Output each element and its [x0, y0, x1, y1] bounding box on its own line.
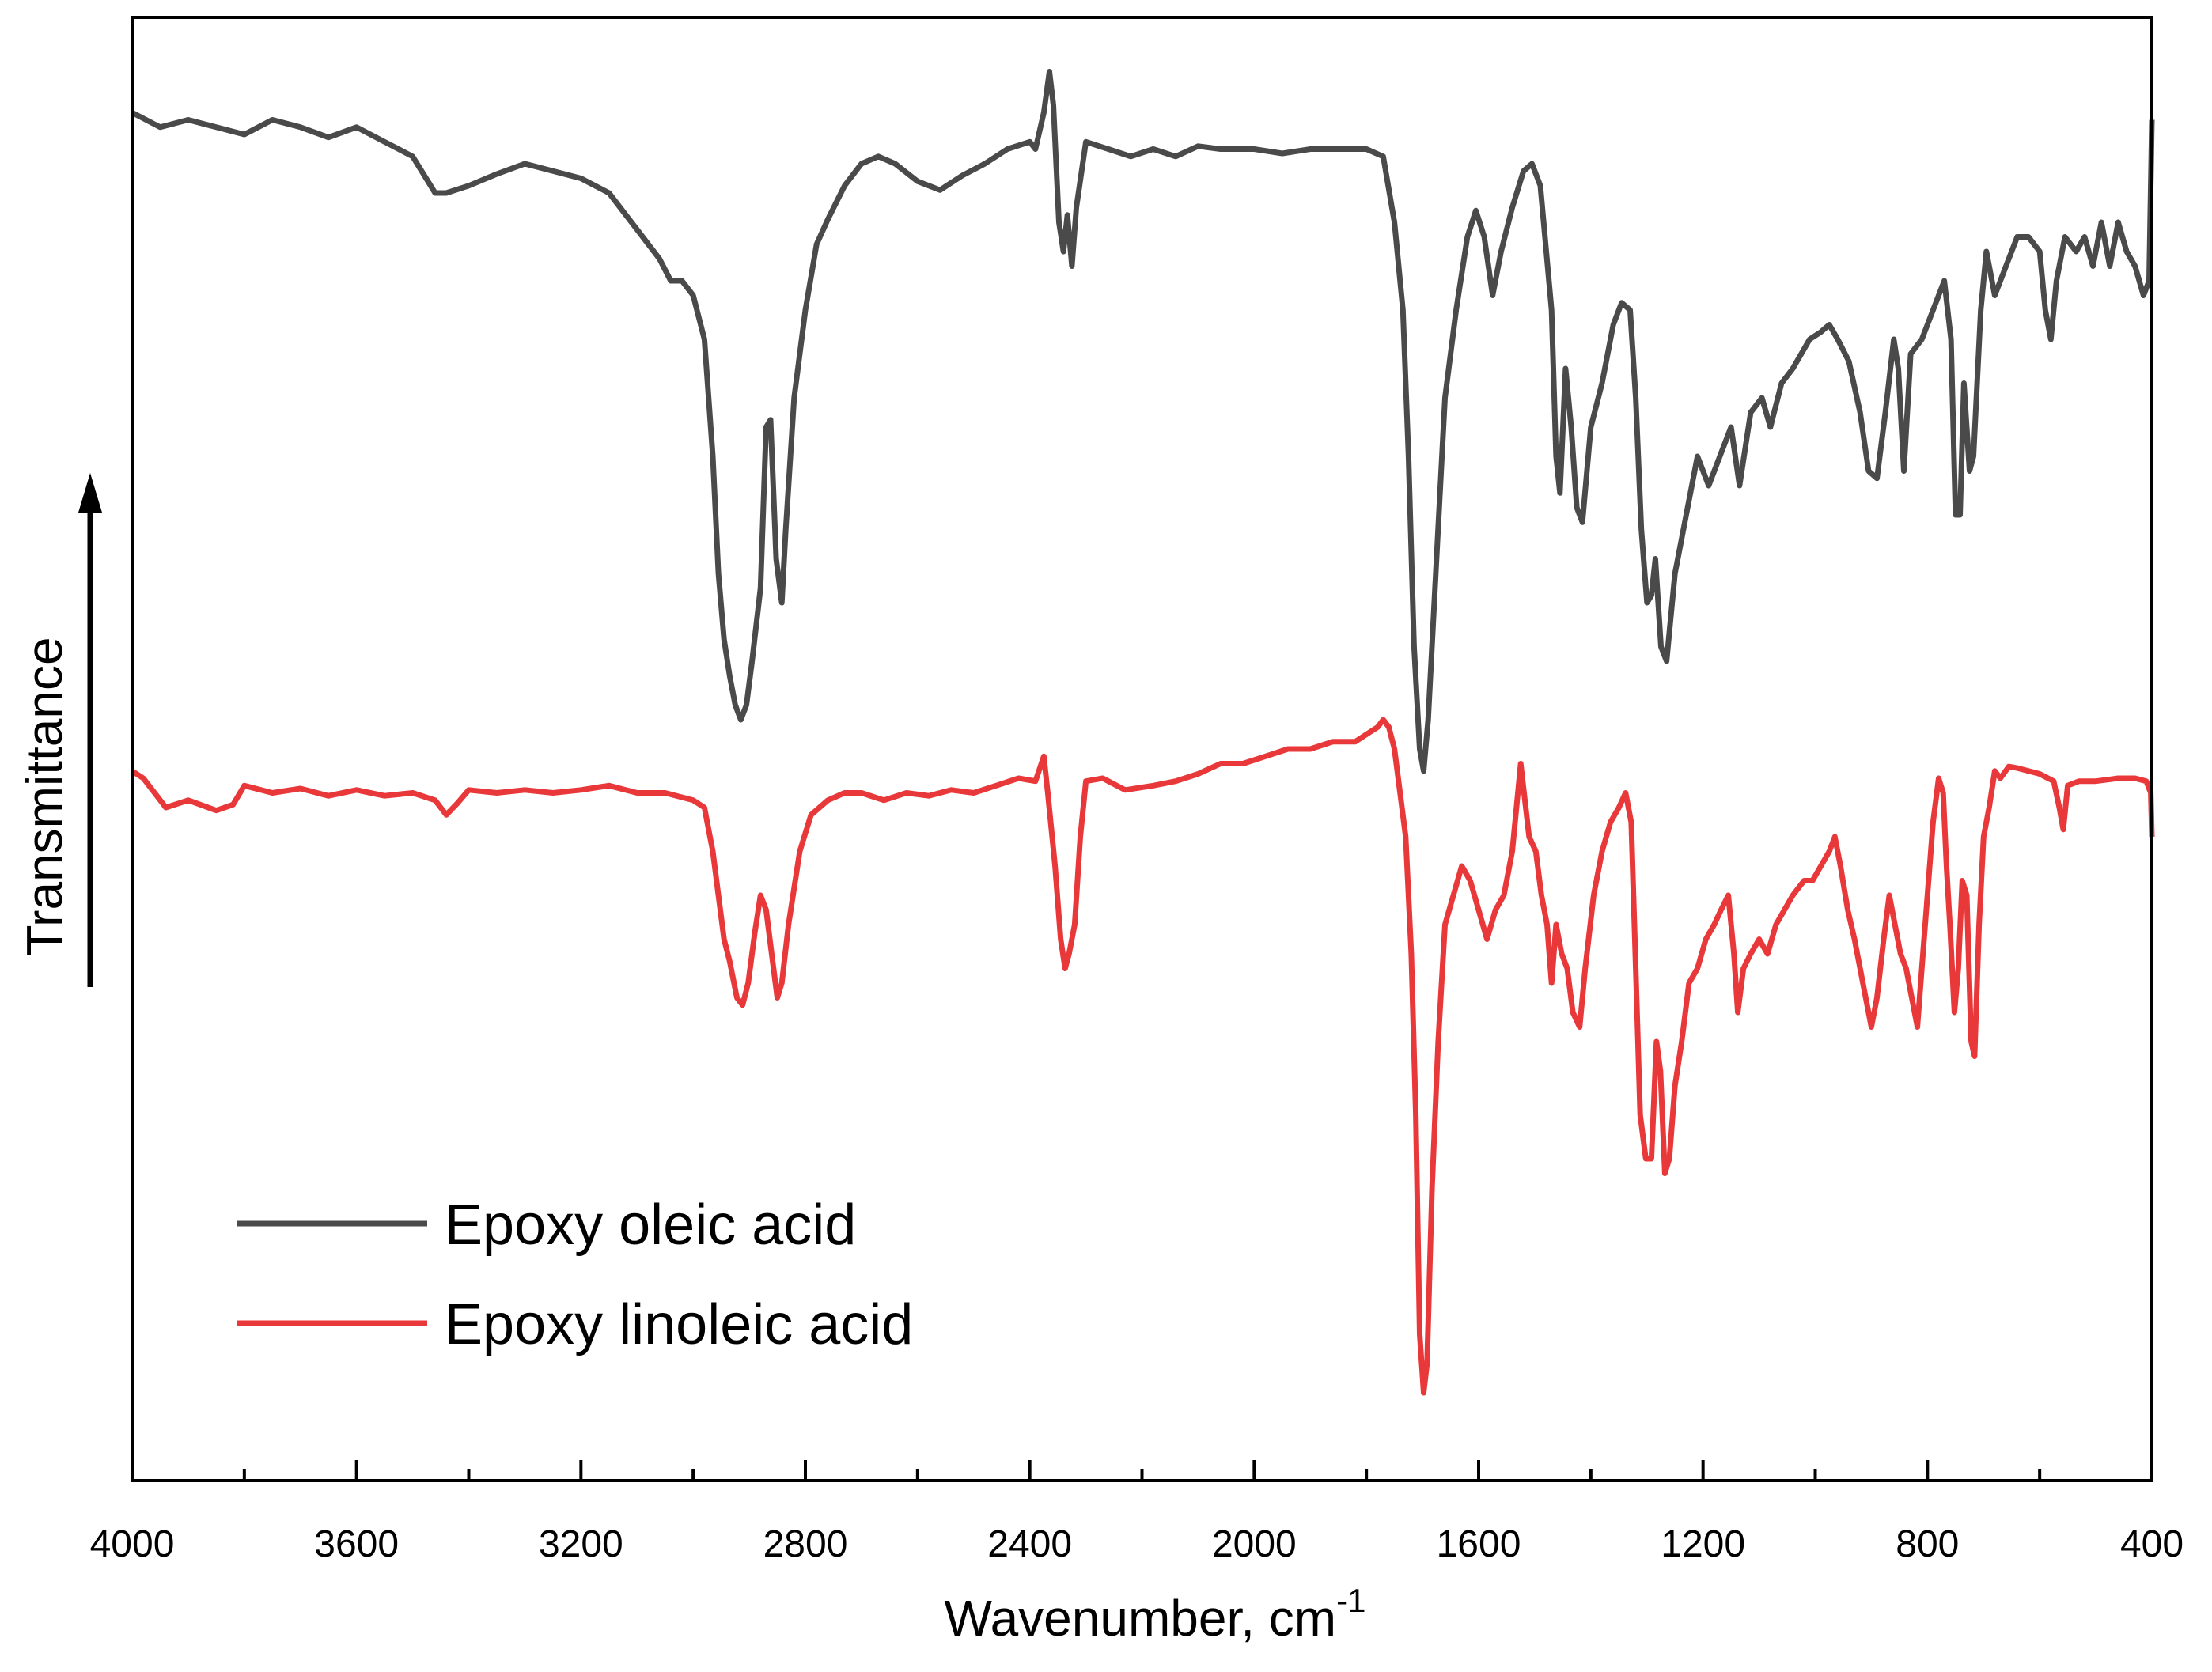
y-axis-title: Transmittance [16, 637, 73, 955]
x-axis-ticks [131, 1460, 2153, 1481]
x-tick-label: 2400 [987, 1523, 1072, 1565]
x-tick-label: 2000 [1212, 1523, 1297, 1565]
series-line-epoxy-linoleic-acid [131, 717, 2155, 1396]
x-axis-tick-labels: 4000 3600 3200 2800 2400 2000 1600 1200 800 400 [90, 1523, 2184, 1565]
x-axis-title: Wavenumber, cm-1 [945, 1582, 1366, 1647]
x-tick-label: 1600 [1437, 1523, 1521, 1565]
x-tick-label: 4000 [90, 1523, 175, 1565]
y-axis-title-group: Transmittance [16, 473, 102, 987]
x-tick-label: 2800 [763, 1523, 848, 1565]
legend: Epoxy oleic acid Epoxy linoleic acid [237, 1193, 913, 1356]
x-tick-label: 3200 [539, 1523, 623, 1565]
series-layer [131, 69, 2155, 1396]
y-axis-arrow-head [78, 473, 102, 513]
x-tick-label: 800 [1896, 1523, 1959, 1565]
x-tick-label: 3600 [314, 1523, 399, 1565]
legend-label-epoxy-linoleic-acid: Epoxy linoleic acid [445, 1293, 913, 1356]
series-line-epoxy-oleic-acid [131, 69, 2155, 774]
x-tick-label: 1200 [1661, 1523, 1745, 1565]
legend-label-epoxy-oleic-acid: Epoxy oleic acid [445, 1193, 856, 1257]
x-tick-label: 400 [2120, 1523, 2184, 1565]
